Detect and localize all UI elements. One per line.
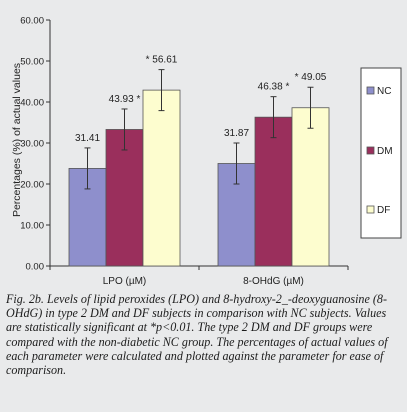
data-label: 43.93 *	[109, 94, 141, 105]
bar-df-0	[142, 89, 181, 267]
figure-caption: Fig. 2b. Levels of lipid peroxides (LPO)…	[6, 292, 388, 378]
legend-label-df: DF	[377, 205, 390, 216]
x-tick-label: LPO (µM)	[103, 276, 147, 287]
bar-df-1	[291, 107, 330, 267]
legend-swatch-df	[366, 205, 375, 214]
y-tick-label: 60.00	[20, 16, 44, 27]
legend-swatch-dm	[366, 146, 375, 155]
data-label: 31.87	[224, 128, 249, 139]
bar-chart: 0.00 10.00 20.00 30.00 40.00 50.00 60.00 LPO (µ…	[11, 16, 402, 287]
chart-legend: NC DM DF	[360, 67, 402, 239]
legend-swatch-nc	[366, 86, 375, 95]
y-tick-label: 30.00	[20, 139, 44, 150]
x-tick-label: 8-OHdG (µM)	[243, 276, 304, 287]
chart-bars	[68, 69, 330, 267]
y-axis-label: Percentages (%) of actual values	[11, 63, 23, 217]
legend-label-nc: NC	[377, 86, 391, 97]
bar-dm-1	[254, 116, 293, 267]
chart-panel: 0.00 10.00 20.00 30.00 40.00 50.00 60.00 LPO (µ…	[11, 15, 402, 287]
data-label: * 49.05	[295, 72, 327, 83]
data-label: 46.38 *	[258, 82, 290, 93]
y-tick-label: 50.00	[20, 57, 44, 68]
data-label: * 56.61	[146, 55, 178, 66]
y-tick-label: 40.00	[20, 98, 44, 109]
y-tick-label: 20.00	[20, 180, 44, 191]
chart-data-labels: 31.41 43.93 * * 56.61 31.87 46.38 * * 49.05	[75, 55, 327, 144]
y-tick-label: 0.00	[26, 262, 45, 273]
y-tick-label: 10.00	[20, 221, 44, 232]
data-label: 31.41	[75, 133, 100, 144]
legend-label-dm: DM	[377, 146, 393, 157]
